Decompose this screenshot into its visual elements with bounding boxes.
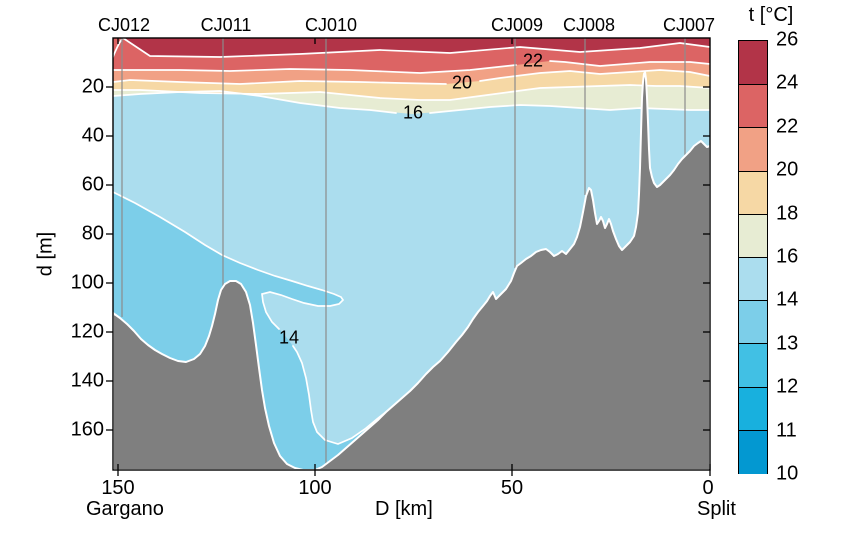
colorbar-tick-13: 13	[776, 332, 799, 355]
x-axis-label: D [km]	[375, 498, 433, 520]
x-tick-50: 50	[500, 477, 524, 499]
station-label-cj012: CJ012	[97, 15, 151, 35]
colorbar-tick-16: 16	[776, 245, 799, 268]
y-tick-20: 20	[81, 75, 104, 98]
water-band-13-14	[113, 192, 386, 470]
contour-14-left	[112, 191, 345, 330]
water-band-24-26	[123, 38, 710, 57]
axis-ticks	[106, 38, 711, 476]
y-tick-80: 80	[81, 222, 104, 245]
colorbar-tick-26: 26	[776, 28, 799, 51]
colorbar	[738, 40, 768, 474]
y-tick-140: 140	[70, 369, 104, 392]
colorbar-band-10-11	[739, 429, 767, 474]
colorbar-band-13-14	[739, 300, 767, 345]
contour-16-left	[112, 90, 397, 114]
colorbar-tick-22: 22	[776, 115, 799, 138]
x-tick-0: 0	[702, 477, 714, 499]
y-tick-60: 60	[81, 173, 104, 196]
y-axis-label: d [m]	[34, 231, 57, 277]
colorbar-band-18-20	[739, 170, 767, 215]
contour-22-left	[112, 64, 517, 74]
colorbar-tick-18: 18	[776, 202, 799, 225]
contour-20-left	[112, 79, 447, 85]
colorbar-band-16-18	[739, 213, 767, 258]
contour-label-22: 22	[522, 50, 544, 71]
station-lines	[121, 38, 686, 467]
station-label-cj011: CJ011	[200, 15, 252, 35]
contour-label-20: 20	[451, 72, 473, 93]
right-end-label: Split	[697, 498, 736, 520]
contour-label-14: 14	[278, 327, 300, 348]
y-tick-120: 120	[70, 320, 104, 343]
contour-20-right	[479, 69, 711, 82]
x-tick-150: 150	[101, 477, 135, 499]
colorbar-tick-20: 20	[776, 158, 799, 181]
colorbar-band-14-16	[739, 257, 767, 302]
colorbar-band-11-12	[739, 386, 767, 431]
station-label-cj007: CJ007	[662, 15, 716, 35]
station-label-cj010: CJ010	[304, 15, 358, 35]
contour-label-16: 16	[402, 102, 424, 123]
colorbar-tick-24: 24	[776, 71, 799, 94]
colorbar-title: t [°C]	[748, 4, 794, 26]
colorbar-band-24-26	[739, 41, 767, 85]
y-tick-160: 160	[70, 418, 104, 441]
x-tick-100: 100	[298, 477, 332, 499]
y-tick-100: 100	[70, 271, 104, 294]
colorbar-tick-14: 14	[776, 288, 799, 311]
bathymetry	[112, 71, 711, 471]
colorbar-band-22-24	[739, 84, 767, 129]
contour-16-right	[429, 104, 711, 114]
colorbar-tick-10: 10	[776, 462, 799, 485]
colorbar-band-20-22	[739, 127, 767, 172]
y-tick-40: 40	[81, 124, 104, 147]
station-label-cj009: CJ009	[490, 15, 544, 35]
axes-box	[112, 37, 711, 471]
colorbar-tick-12: 12	[776, 375, 799, 398]
colorbar-band-12-13	[739, 343, 767, 388]
left-end-label: Gargano	[86, 498, 164, 520]
colorbar-tick-11: 11	[776, 419, 797, 442]
contour-22-right	[549, 60, 711, 67]
contour-14-right	[292, 345, 387, 445]
station-label-cj008: CJ008	[562, 15, 616, 35]
